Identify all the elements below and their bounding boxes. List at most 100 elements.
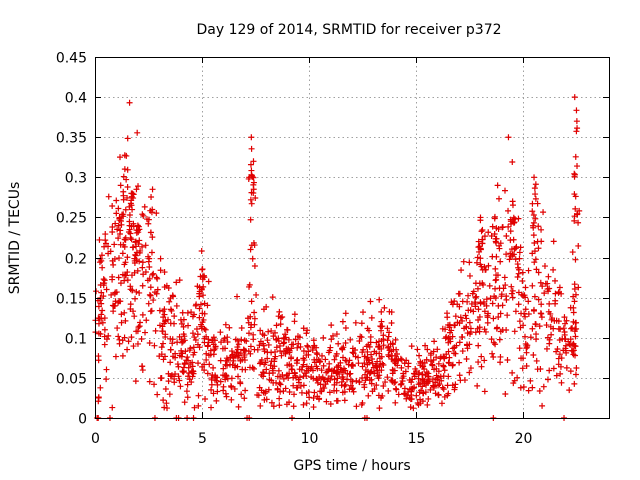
- data-point: [286, 370, 293, 377]
- data-point: [277, 381, 284, 388]
- data-point: [255, 392, 262, 399]
- data-point: [147, 229, 154, 236]
- data-point: [160, 397, 167, 404]
- data-point: [318, 367, 325, 374]
- data-point: [163, 400, 170, 407]
- data-point: [131, 313, 138, 320]
- data-point: [571, 380, 578, 387]
- data-point: [505, 134, 512, 141]
- data-point: [310, 337, 317, 344]
- data-point: [454, 301, 461, 308]
- data-point: [201, 300, 208, 307]
- data-point: [116, 230, 123, 237]
- data-point: [217, 357, 224, 364]
- data-point: [360, 346, 367, 353]
- data-point: [515, 301, 522, 308]
- data-point: [265, 341, 272, 348]
- data-point: [133, 186, 140, 193]
- data-point: [532, 215, 539, 222]
- data-point: [180, 316, 187, 323]
- data-point: [403, 395, 410, 402]
- data-point: [575, 242, 582, 249]
- data-point: [272, 353, 279, 360]
- data-point: [248, 171, 255, 178]
- data-point: [451, 386, 458, 393]
- data-point: [139, 264, 146, 271]
- data-point: [551, 317, 558, 324]
- data-point: [181, 360, 188, 367]
- data-point: [167, 346, 174, 353]
- data-point: [353, 377, 360, 384]
- data-point: [286, 389, 293, 396]
- data-point: [473, 259, 480, 266]
- data-point: [275, 313, 282, 320]
- data-point: [523, 362, 530, 369]
- data-point: [540, 383, 547, 390]
- data-point: [161, 404, 168, 411]
- data-point: [124, 346, 131, 353]
- data-point: [346, 357, 353, 364]
- data-point: [563, 364, 570, 371]
- data-point: [448, 327, 455, 334]
- data-point: [261, 332, 268, 339]
- data-point: [378, 318, 385, 325]
- data-point: [290, 403, 297, 410]
- data-point: [125, 338, 132, 345]
- data-point: [363, 374, 370, 381]
- data-point: [342, 325, 349, 332]
- data-point: [388, 320, 395, 327]
- data-point: [189, 313, 196, 320]
- data-point: [239, 356, 246, 363]
- data-point: [208, 386, 215, 393]
- data-point: [304, 342, 311, 349]
- data-point: [132, 378, 139, 385]
- data-point: [424, 401, 431, 408]
- data-point: [168, 307, 175, 314]
- data-point: [503, 296, 510, 303]
- data-point: [289, 366, 296, 373]
- data-point: [373, 339, 380, 346]
- x-axis-label: GPS time / hours: [293, 458, 410, 474]
- data-point: [270, 333, 277, 340]
- data-point: [158, 374, 165, 381]
- data-point: [171, 313, 178, 320]
- data-point: [184, 381, 191, 388]
- data-point: [248, 200, 255, 207]
- data-point: [231, 385, 238, 392]
- data-point: [431, 383, 438, 390]
- data-point: [283, 401, 290, 408]
- data-point: [288, 354, 295, 361]
- data-point: [419, 390, 426, 397]
- data-point: [193, 326, 200, 333]
- data-point: [105, 193, 112, 200]
- data-point: [115, 274, 122, 281]
- data-point: [428, 350, 435, 357]
- data-point: [467, 307, 474, 314]
- data-point: [466, 369, 473, 376]
- data-point: [362, 367, 369, 374]
- data-point: [525, 387, 532, 394]
- data-point: [516, 249, 523, 256]
- data-point: [492, 285, 499, 292]
- data-point: [143, 317, 150, 324]
- data-point: [488, 336, 495, 343]
- data-point: [101, 341, 108, 348]
- data-point: [493, 253, 500, 260]
- data-point: [212, 345, 219, 352]
- data-point: [493, 325, 500, 332]
- data-point: [141, 203, 148, 210]
- data-point: [384, 337, 391, 344]
- data-point: [516, 345, 523, 352]
- data-point: [139, 367, 146, 374]
- data-point: [378, 308, 385, 315]
- data-point: [440, 362, 447, 369]
- data-point: [333, 397, 340, 404]
- data-point: [201, 361, 208, 368]
- data-point: [188, 379, 195, 386]
- data-point: [529, 222, 536, 229]
- data-point: [189, 330, 196, 337]
- data-point: [497, 359, 504, 366]
- data-point: [137, 247, 144, 254]
- data-point: [245, 319, 252, 326]
- data-point: [202, 396, 209, 403]
